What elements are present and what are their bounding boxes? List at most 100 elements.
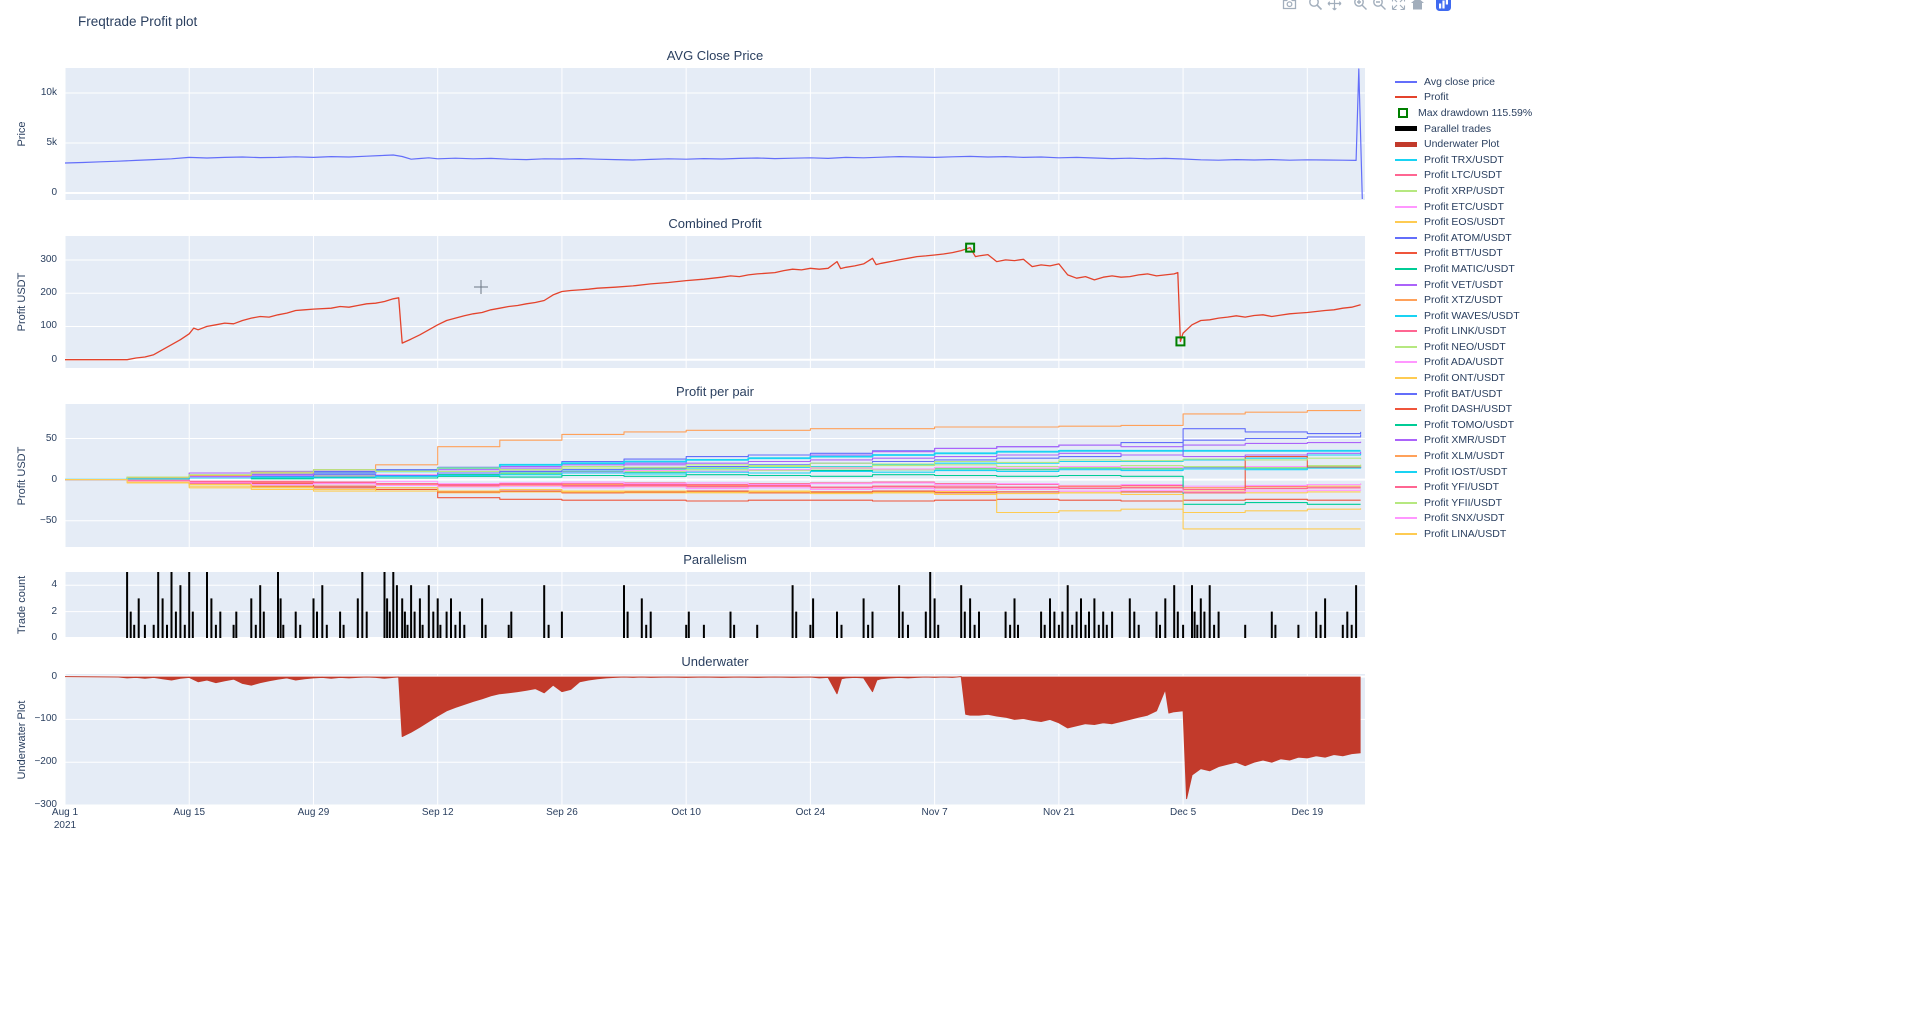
legend-label: Profit LINK/USDT bbox=[1424, 325, 1507, 338]
pan-icon[interactable] bbox=[1326, 0, 1343, 12]
legend-item[interactable]: Profit YFI/USDT bbox=[1395, 479, 1532, 495]
legend-label: Profit LINA/USDT bbox=[1424, 528, 1507, 541]
legend-label: Profit ATOM/USDT bbox=[1424, 231, 1512, 244]
legend-label: Profit XMR/USDT bbox=[1424, 434, 1507, 447]
plotly-logo[interactable] bbox=[1435, 0, 1452, 12]
legend-label: Profit BAT/USDT bbox=[1424, 387, 1503, 400]
y-tick-label-pairs: 50 bbox=[45, 432, 57, 444]
legend-swatch-icon bbox=[1395, 96, 1417, 99]
subplot-parallel[interactable] bbox=[65, 572, 1365, 638]
legend-swatch-icon bbox=[1395, 392, 1417, 395]
legend-swatch-icon bbox=[1395, 486, 1417, 489]
reset-axes-icon[interactable] bbox=[1409, 0, 1426, 12]
legend-item[interactable]: Underwater Plot bbox=[1395, 136, 1532, 152]
legend-item[interactable]: Profit XLM/USDT bbox=[1395, 448, 1532, 464]
autoscale-icon[interactable] bbox=[1390, 0, 1407, 12]
legend-label: Profit SNX/USDT bbox=[1424, 512, 1505, 525]
legend-item[interactable]: Profit LINK/USDT bbox=[1395, 324, 1532, 340]
legend-item[interactable]: Profit ETC/USDT bbox=[1395, 199, 1532, 215]
zoom-out-icon[interactable] bbox=[1371, 0, 1388, 12]
legend-label: Profit NEO/USDT bbox=[1424, 340, 1506, 353]
y-tick-label-price: 10k bbox=[40, 87, 57, 98]
subplot-pairs[interactable] bbox=[65, 404, 1365, 547]
legend-swatch-icon bbox=[1395, 517, 1417, 520]
legend-swatch-icon bbox=[1395, 361, 1417, 364]
legend-item[interactable]: Profit MATIC/USDT bbox=[1395, 261, 1532, 277]
y-tick-label-parallel: 2 bbox=[51, 605, 57, 617]
legend-item[interactable]: Profit TRX/USDT bbox=[1395, 152, 1532, 168]
legend-item[interactable]: Profit XTZ/USDT bbox=[1395, 292, 1532, 308]
legend-item[interactable]: Profit LTC/USDT bbox=[1395, 168, 1532, 184]
legend-item[interactable]: Profit BAT/USDT bbox=[1395, 386, 1532, 402]
subplot-title-pairs: Profit per pair bbox=[675, 384, 755, 399]
legend-swatch-icon bbox=[1395, 141, 1417, 147]
legend-swatch-icon bbox=[1395, 408, 1417, 411]
legend-item[interactable]: Profit IOST/USDT bbox=[1395, 464, 1532, 480]
plotly-modebar bbox=[1272, 0, 1452, 12]
legend-swatch-icon bbox=[1395, 533, 1417, 536]
legend-item[interactable]: Profit LINA/USDT bbox=[1395, 526, 1532, 542]
legend-label: Profit VET/USDT bbox=[1424, 278, 1504, 291]
y-tick-label-price: 5k bbox=[46, 137, 57, 148]
legend-item[interactable]: Profit ATOM/USDT bbox=[1395, 230, 1532, 246]
legend-label: Profit TOMO/USDT bbox=[1424, 418, 1515, 431]
legend-label: Profit XLM/USDT bbox=[1424, 450, 1505, 463]
legend-item[interactable]: Profit XRP/USDT bbox=[1395, 183, 1532, 199]
x-tick-label: Aug 29 bbox=[297, 807, 330, 818]
legend-swatch-icon bbox=[1395, 501, 1417, 504]
legend-item[interactable]: Profit XMR/USDT bbox=[1395, 433, 1532, 449]
legend-item[interactable]: Profit DASH/USDT bbox=[1395, 401, 1532, 417]
legend-item[interactable]: Profit SNX/USDT bbox=[1395, 511, 1532, 527]
x-tick-label: Aug 1 2021 bbox=[51, 807, 79, 831]
legend-item[interactable]: Avg close price bbox=[1395, 74, 1532, 90]
legend-swatch-icon bbox=[1395, 423, 1417, 426]
legend-swatch-icon bbox=[1395, 330, 1417, 333]
legend-label: Profit EOS/USDT bbox=[1424, 216, 1506, 229]
legend-swatch-icon bbox=[1395, 470, 1417, 473]
y-tick-label-pairs: 0 bbox=[51, 473, 57, 485]
x-tick-label: Dec 19 bbox=[1291, 807, 1324, 818]
subplot-profit[interactable] bbox=[65, 236, 1365, 368]
modebar-group bbox=[1435, 0, 1452, 12]
legend-swatch-icon bbox=[1395, 189, 1417, 192]
legend-swatch-icon bbox=[1395, 252, 1417, 255]
legend-item[interactable]: Max drawdown 115.59% bbox=[1395, 105, 1532, 121]
legend-label: Profit ADA/USDT bbox=[1424, 356, 1504, 369]
subplot-title-underwater: Underwater bbox=[681, 654, 749, 669]
legend-item[interactable]: Profit VET/USDT bbox=[1395, 277, 1532, 293]
legend-swatch-icon bbox=[1395, 236, 1417, 239]
legend-item[interactable]: Profit BTT/USDT bbox=[1395, 246, 1532, 262]
subplot-title-parallel: Parallelism bbox=[683, 552, 747, 567]
legend-label: Parallel trades bbox=[1424, 122, 1492, 135]
legend-item[interactable]: Profit TOMO/USDT bbox=[1395, 417, 1532, 433]
modebar-group bbox=[1352, 0, 1426, 12]
legend-item[interactable]: Profit YFII/USDT bbox=[1395, 495, 1532, 511]
zoom-icon[interactable] bbox=[1307, 0, 1324, 12]
legend-item[interactable]: Profit WAVES/USDT bbox=[1395, 308, 1532, 324]
legend-item[interactable]: Profit bbox=[1395, 90, 1532, 106]
x-tick-label: Oct 24 bbox=[795, 807, 826, 818]
x-tick-label: Nov 21 bbox=[1043, 807, 1075, 818]
legend-item[interactable]: Profit EOS/USDT bbox=[1395, 214, 1532, 230]
modebar-group bbox=[1281, 0, 1298, 12]
x-tick-label: Oct 10 bbox=[671, 807, 701, 818]
legend-item[interactable]: Profit ADA/USDT bbox=[1395, 355, 1532, 371]
subplot-title-price: AVG Close Price bbox=[666, 48, 764, 63]
legend-item[interactable]: Profit NEO/USDT bbox=[1395, 339, 1532, 355]
legend-label: Avg close price bbox=[1424, 75, 1496, 88]
legend-label: Profit XTZ/USDT bbox=[1424, 294, 1503, 307]
legend-item[interactable]: Profit ONT/USDT bbox=[1395, 370, 1532, 386]
legend-item[interactable]: Parallel trades bbox=[1395, 121, 1532, 137]
legend-swatch-icon bbox=[1395, 439, 1417, 442]
y-tick-label-price: 0 bbox=[51, 187, 57, 198]
y-tick-label-pairs: −50 bbox=[40, 514, 57, 526]
zoom-in-icon[interactable] bbox=[1352, 0, 1369, 12]
legend-swatch-icon bbox=[1395, 174, 1417, 177]
subplot-underwater[interactable] bbox=[65, 674, 1365, 805]
legend-label: Profit XRP/USDT bbox=[1424, 184, 1505, 197]
subplot-price[interactable] bbox=[65, 68, 1365, 200]
download-plot-icon[interactable] bbox=[1281, 0, 1298, 12]
modebar-group bbox=[1307, 0, 1343, 12]
x-tick-label: Sep 12 bbox=[421, 807, 454, 818]
legend-label: Profit BTT/USDT bbox=[1424, 247, 1503, 260]
